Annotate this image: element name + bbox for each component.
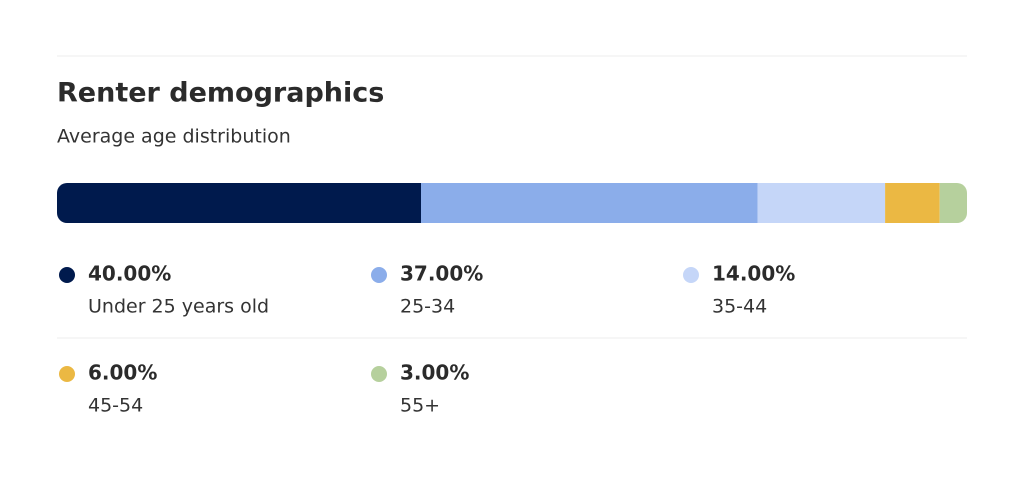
legend-marker [683, 267, 699, 283]
bar-segment [757, 183, 886, 223]
legend-marker [371, 366, 387, 382]
bar-segment [885, 183, 940, 223]
legend-marker [59, 267, 75, 283]
chart-title: Renter demographics [57, 78, 384, 109]
legend-label: 25-34 [400, 296, 455, 318]
bar-segment [57, 183, 421, 223]
legend-marker [59, 366, 75, 382]
legend-label: Under 25 years old [88, 296, 269, 318]
value-label: 14.00% [712, 262, 795, 286]
legend-marker [371, 267, 387, 283]
chart-subtitle: Average age distribution [57, 126, 291, 148]
legend: 40.00% Under 25 years old 37.00% 25-34 14.00… [59, 262, 795, 417]
legend-label: 45-54 [88, 395, 143, 417]
value-label: 40.00% [88, 262, 171, 286]
legend-label: 35-44 [712, 296, 767, 318]
value-label: 37.00% [400, 262, 483, 286]
bar-segment [421, 183, 758, 223]
value-label: 6.00% [88, 361, 157, 385]
bar-group [57, 183, 967, 223]
bar-segment [939, 183, 967, 223]
legend-label: 55+ [400, 395, 440, 417]
value-label: 3.00% [400, 361, 469, 385]
